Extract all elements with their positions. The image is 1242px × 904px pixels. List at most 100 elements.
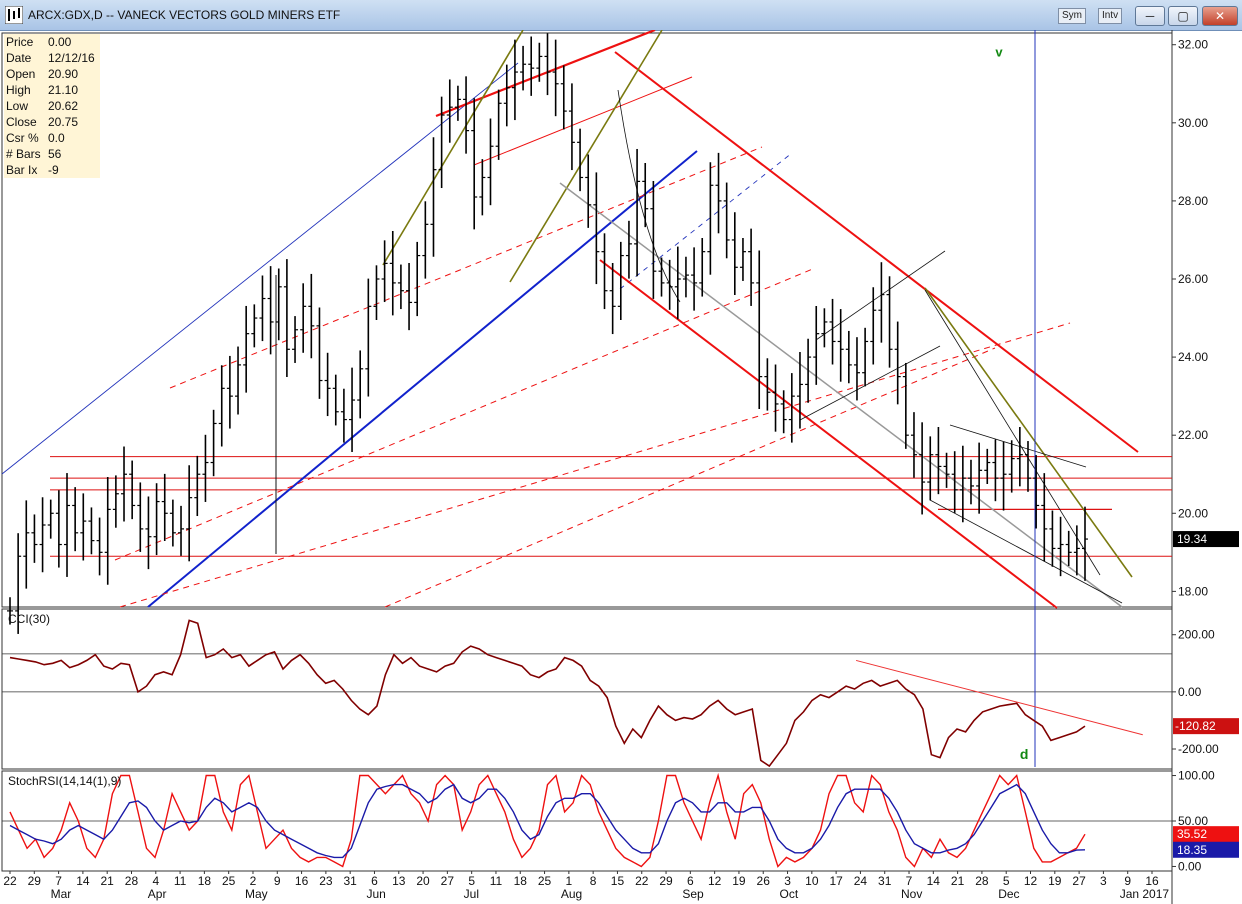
data-window: Price 0.00 Date 12/12/16 Open 20.90 High 21.10 L… — [4, 34, 100, 178]
data-window-label: High — [6, 83, 31, 97]
price-tick-label: 20.00 — [1178, 506, 1208, 520]
trend-line — [473, 76, 693, 166]
sym-button[interactable]: Sym — [1058, 8, 1086, 24]
trend-line — [815, 250, 946, 341]
x-month-label: Sep — [682, 887, 704, 901]
x-date-label: 18 — [198, 874, 212, 888]
x-month-label: Jan 2017 — [1120, 887, 1170, 901]
x-month-label: Apr — [148, 887, 167, 901]
x-date-label: 5 — [468, 874, 475, 888]
data-window-value: 20.75 — [48, 115, 79, 129]
x-date-label: 9 — [1124, 874, 1131, 888]
stoch-last-label: 35.52 — [1177, 827, 1207, 841]
stoch-last-label: 18.35 — [1177, 843, 1207, 857]
price-tick-label: 28.00 — [1178, 194, 1208, 208]
x-date-label: 15 — [611, 874, 625, 888]
x-date-label: 17 — [829, 874, 843, 888]
stoch-tick-label: 50.00 — [1178, 814, 1208, 828]
data-window-value: 20.90 — [48, 67, 79, 81]
cci-title: CCI(30) — [8, 612, 50, 626]
data-window-value: 0.00 — [48, 35, 72, 49]
x-date-label: 4 — [152, 874, 159, 888]
data-window-row: Close 20.75 — [4, 114, 100, 130]
app-icon — [5, 6, 23, 24]
price-tick-label: 22.00 — [1178, 428, 1208, 442]
data-window-row: Price 0.00 — [4, 34, 100, 50]
x-date-label: 25 — [538, 874, 552, 888]
x-date-label: 12 — [708, 874, 722, 888]
x-date-label: 3 — [1100, 874, 1107, 888]
x-date-label: 29 — [28, 874, 42, 888]
minimize-button[interactable]: ─ — [1135, 6, 1165, 26]
trend-line — [147, 150, 698, 608]
price-tick-label: 26.00 — [1178, 272, 1208, 286]
x-date-label: 27 — [441, 874, 455, 888]
data-window-value: 56 — [48, 147, 62, 161]
data-window-label: Csr % — [6, 131, 39, 145]
price-tick-label: 30.00 — [1178, 116, 1208, 130]
data-window-label: Price — [6, 35, 34, 49]
data-window-label: Open — [6, 67, 36, 81]
cci-trend-line — [855, 659, 1143, 736]
stoch-tick-label: 100.00 — [1178, 769, 1215, 783]
x-date-label: 9 — [274, 874, 281, 888]
x-date-label: 19 — [1048, 874, 1062, 888]
cci-tick-label: 0.00 — [1178, 685, 1202, 699]
intv-button[interactable]: Intv — [1098, 8, 1123, 24]
data-window-value: -9 — [48, 163, 59, 177]
trend-line — [114, 267, 816, 561]
x-month-label: Jun — [366, 887, 385, 901]
x-month-label: Oct — [780, 887, 799, 901]
x-date-label: 26 — [757, 874, 771, 888]
close-button[interactable]: ✕ — [1202, 6, 1238, 26]
stock-chart[interactable]: 32.0030.0028.0026.0024.0022.0020.0018.00… — [0, 30, 1242, 904]
panel-frame — [1, 608, 1173, 770]
data-window-label: # Bars — [6, 147, 41, 161]
data-window-value: 0.0 — [48, 131, 65, 145]
x-date-label: 22 — [3, 874, 17, 888]
stoch-tick-label: 0.00 — [1178, 859, 1202, 873]
x-date-label: 28 — [975, 874, 989, 888]
x-date-label: 22 — [635, 874, 649, 888]
x-date-label: 19 — [732, 874, 746, 888]
data-window-row: Date 12/12/16 — [4, 50, 100, 66]
price-tick-label: 18.00 — [1178, 584, 1208, 598]
data-window-label: Close — [6, 115, 37, 129]
x-date-label: 6 — [371, 874, 378, 888]
data-window-row: Bar Ix -9 — [4, 162, 100, 178]
x-date-label: 16 — [295, 874, 309, 888]
data-window-row: High 21.10 — [4, 82, 100, 98]
x-month-label: Jul — [464, 887, 479, 901]
trend-line — [119, 322, 1071, 608]
trend-line — [619, 152, 793, 290]
last-price-box — [1173, 531, 1239, 548]
x-date-label: 7 — [55, 874, 62, 888]
x-date-label: 1 — [566, 874, 573, 888]
trend-line — [509, 30, 663, 283]
data-window-row: Open 20.90 — [4, 66, 100, 82]
x-date-label: 18 — [514, 874, 528, 888]
data-window-label: Bar Ix — [6, 163, 38, 177]
restore-button[interactable]: ▢ — [1168, 6, 1198, 26]
trend-line — [924, 289, 1101, 576]
data-window-value: 21.10 — [48, 83, 79, 97]
x-date-label: 27 — [1072, 874, 1086, 888]
trend-line — [924, 287, 1133, 578]
price-tick-label: 24.00 — [1178, 350, 1208, 364]
x-date-label: 14 — [76, 874, 90, 888]
data-window-row: # Bars 56 — [4, 146, 100, 162]
last-price-label: 19.34 — [1177, 532, 1207, 546]
stoch-last-box — [1173, 826, 1239, 843]
x-month-label: May — [245, 887, 268, 901]
x-month-label: Nov — [901, 887, 922, 901]
x-date-label: 13 — [392, 874, 406, 888]
x-date-label: 20 — [416, 874, 430, 888]
x-date-label: 14 — [927, 874, 941, 888]
wave-annotation: v — [995, 44, 1003, 59]
cci-last-label: -120.82 — [1175, 719, 1216, 733]
data-window-row: Low 20.62 — [4, 98, 100, 114]
trend-line — [435, 30, 656, 118]
cci-tick-label: 200.00 — [1178, 628, 1215, 642]
cci-annotation: d — [1020, 746, 1029, 762]
x-date-label: 11 — [490, 874, 503, 888]
